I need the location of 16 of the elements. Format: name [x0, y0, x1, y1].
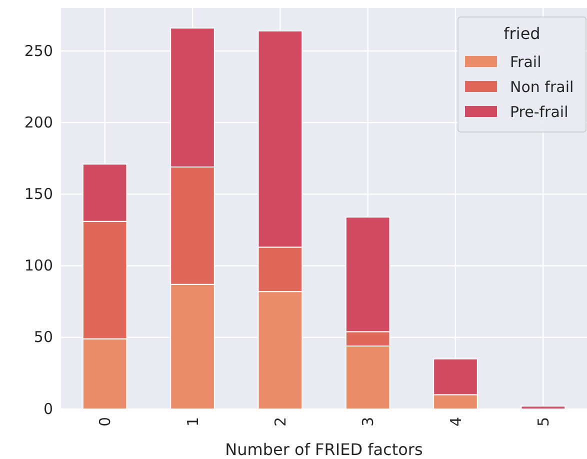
y-tick-label: 50 [34, 328, 53, 346]
y-tick-label: 100 [24, 256, 53, 275]
legend-label: Frail [510, 53, 542, 71]
legend-label: Pre-frail [510, 103, 568, 121]
x-tick-label: 3 [359, 417, 378, 427]
legend-label: Non frail [510, 78, 574, 96]
legend-title: fried [504, 24, 540, 43]
x-tick-label: 2 [271, 417, 290, 427]
x-axis-title: Number of FRIED factors [225, 440, 423, 459]
y-tick-label: 150 [24, 184, 53, 203]
x-tick-label: 1 [184, 417, 202, 427]
y-tick-label: 200 [24, 113, 53, 132]
y-tick-label: 250 [24, 42, 53, 60]
x-tick-label: 0 [96, 417, 114, 427]
x-tick-label: 5 [534, 417, 552, 427]
x-tick-label: 4 [446, 417, 465, 427]
